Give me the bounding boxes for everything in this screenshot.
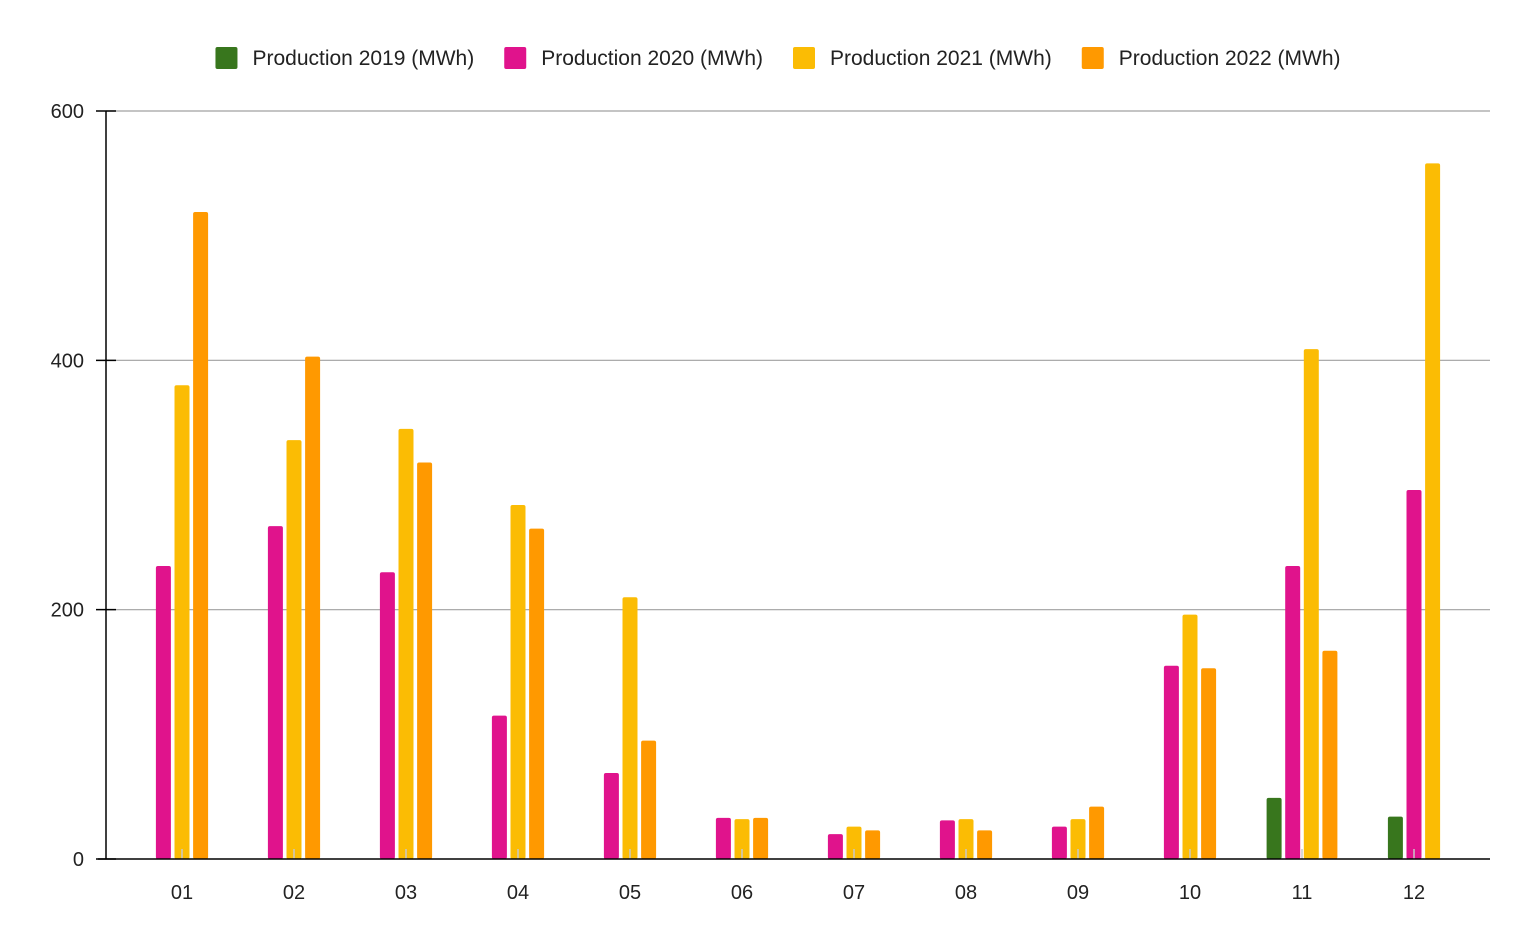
legend-label: Production 2022 (MWh): [1119, 47, 1341, 70]
y-tick-label: 0: [73, 849, 84, 871]
bar-06-series-4: [753, 817, 769, 859]
bar-10-series-3: [1182, 614, 1198, 859]
bar-02-series-4: [305, 356, 321, 859]
x-tick-label: 03: [395, 882, 417, 904]
x-tick-label: 01: [171, 882, 193, 904]
axes: 0 200 400 600 01 02 03 04 05 06 07 08 09 10 11 12: [51, 101, 1490, 904]
bar-02-series-2: [267, 526, 283, 859]
bar-09-series-3: [1070, 819, 1086, 859]
bar-10-series-2: [1163, 665, 1179, 859]
y-tick-label: 200: [51, 600, 84, 622]
legend-item: Production 2020 (MWh): [504, 47, 763, 70]
x-tick-label: 12: [1403, 882, 1425, 904]
bars: [155, 163, 1441, 860]
legend: Production 2019 (MWh) Production 2020 (MW…: [215, 47, 1341, 70]
x-tick-label: 05: [619, 882, 641, 904]
bar-07-series-3: [846, 826, 862, 859]
bar-01-series-3: [174, 385, 190, 859]
bar-08-series-4: [977, 830, 993, 859]
x-tick-label: 10: [1179, 882, 1201, 904]
bar-12-series-3: [1425, 163, 1441, 860]
x-tick-label: 07: [843, 882, 865, 904]
bar-09-series-4: [1089, 806, 1105, 859]
bar-08-series-3: [958, 819, 974, 859]
x-tick-label: 06: [731, 882, 753, 904]
legend-item: Production 2022 (MWh): [1081, 47, 1341, 70]
bar-01-series-4: [193, 211, 209, 860]
bar-05-series-4: [641, 740, 657, 859]
y-tick-label: 600: [51, 101, 84, 123]
legend-swatch: [504, 47, 527, 69]
bar-10-series-4: [1201, 668, 1217, 859]
bar-11-series-2: [1285, 566, 1301, 859]
bar-04-series-3: [510, 504, 526, 859]
bar-03-series-4: [417, 462, 433, 859]
bar-05-series-2: [603, 772, 619, 859]
bar-03-series-2: [379, 572, 395, 859]
bar-07-series-2: [827, 834, 843, 859]
bar-12-series-1: [1387, 816, 1403, 859]
bar-04-series-4: [529, 528, 545, 859]
x-tick-label: 09: [1067, 882, 1089, 904]
x-tick-label: 11: [1292, 882, 1313, 904]
x-tick-label: 04: [507, 882, 529, 904]
legend-label: Production 2019 (MWh): [252, 47, 474, 70]
bar-07-series-4: [865, 830, 881, 859]
bar-06-series-3: [734, 819, 750, 859]
bar-12-series-2: [1406, 489, 1422, 859]
x-tick-label: 08: [955, 882, 977, 904]
y-tick-label: 400: [51, 350, 84, 372]
bar-11-series-3: [1303, 349, 1319, 859]
bar-03-series-3: [398, 428, 414, 859]
bar-01-series-2: [155, 566, 171, 859]
bar-02-series-3: [286, 440, 302, 859]
bar-11-series-1: [1266, 797, 1282, 859]
bar-05-series-3: [622, 597, 638, 859]
gridlines: [106, 110, 1490, 611]
bar-04-series-2: [491, 715, 507, 859]
bar-11-series-4: [1322, 650, 1338, 859]
legend-item: Production 2021 (MWh): [793, 47, 1052, 70]
legend-swatch: [793, 47, 815, 69]
x-tick-label: 02: [283, 882, 305, 904]
legend-label: Production 2020 (MWh): [541, 47, 763, 70]
legend-swatch: [215, 47, 238, 69]
bar-06-series-2: [715, 817, 731, 859]
legend-swatch: [1081, 47, 1104, 69]
bar-09-series-2: [1051, 826, 1067, 859]
bar-08-series-2: [939, 820, 955, 859]
legend-item: Production 2019 (MWh): [215, 47, 474, 70]
legend-label: Production 2021 (MWh): [830, 47, 1052, 70]
